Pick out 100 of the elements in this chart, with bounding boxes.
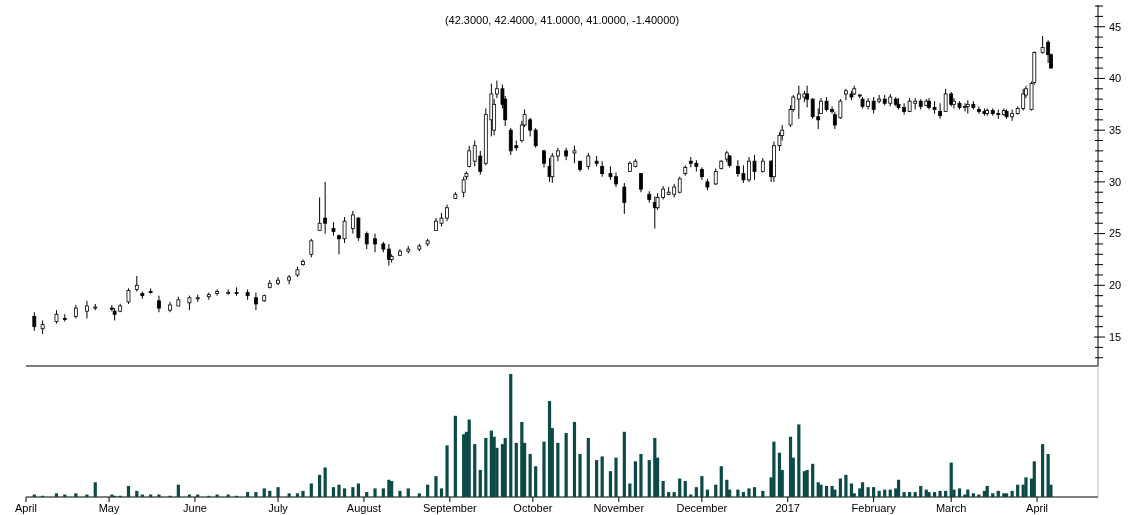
bar bbox=[503, 437, 507, 497]
bar bbox=[777, 452, 782, 497]
bar bbox=[797, 424, 801, 497]
bar bbox=[725, 479, 729, 497]
bar bbox=[254, 492, 258, 497]
bar bbox=[896, 479, 901, 497]
bar bbox=[462, 434, 466, 497]
bar bbox=[514, 442, 518, 497]
bar bbox=[262, 488, 266, 497]
candlestick bbox=[309, 238, 314, 258]
bar bbox=[564, 433, 568, 497]
candlestick bbox=[215, 288, 220, 297]
bar bbox=[919, 485, 923, 497]
bar bbox=[944, 490, 948, 497]
bar bbox=[639, 453, 643, 497]
y-tick-label: 35 bbox=[1109, 124, 1122, 137]
bar bbox=[489, 430, 493, 497]
bar bbox=[578, 453, 582, 497]
bar bbox=[276, 487, 280, 497]
bar bbox=[694, 487, 698, 497]
bar bbox=[287, 493, 291, 497]
bar bbox=[157, 494, 161, 497]
bar bbox=[387, 479, 391, 497]
candlestick bbox=[550, 152, 555, 184]
bar bbox=[547, 401, 552, 497]
bar bbox=[614, 457, 618, 497]
bar bbox=[331, 487, 336, 497]
bar bbox=[126, 485, 131, 497]
bar bbox=[445, 445, 449, 497]
bar bbox=[309, 483, 313, 497]
x-tick-label: 2017 bbox=[775, 502, 800, 514]
bar bbox=[453, 415, 457, 497]
bar bbox=[301, 490, 305, 497]
bar bbox=[860, 482, 865, 497]
x-tick-label: June bbox=[183, 502, 207, 514]
bar bbox=[683, 481, 687, 497]
bar bbox=[342, 488, 347, 497]
bar bbox=[849, 483, 854, 497]
bar bbox=[741, 492, 746, 497]
bar bbox=[417, 493, 421, 497]
bar bbox=[406, 488, 410, 497]
bar bbox=[318, 474, 322, 497]
bar bbox=[595, 460, 599, 497]
bar bbox=[246, 492, 250, 497]
bar bbox=[356, 483, 360, 497]
x-tick-label: November bbox=[593, 502, 645, 514]
y-tick-label: 20 bbox=[1109, 279, 1122, 292]
bar bbox=[586, 437, 590, 497]
bar bbox=[700, 476, 704, 497]
bar bbox=[556, 442, 560, 497]
x-tick-label: September bbox=[422, 502, 478, 514]
bar bbox=[434, 476, 438, 497]
x-tick-label: February bbox=[851, 502, 897, 514]
bar bbox=[1004, 493, 1009, 497]
bar bbox=[351, 487, 355, 497]
bar bbox=[824, 485, 829, 497]
bar bbox=[996, 490, 1000, 497]
bar bbox=[484, 437, 488, 497]
candlestick bbox=[976, 105, 981, 115]
bar bbox=[761, 490, 765, 497]
candlestick bbox=[301, 258, 305, 267]
bar bbox=[528, 453, 532, 497]
bar bbox=[1032, 461, 1036, 497]
bar bbox=[398, 490, 402, 497]
bar bbox=[1016, 484, 1020, 497]
bar bbox=[1010, 490, 1014, 497]
bar bbox=[85, 494, 89, 497]
bar bbox=[337, 484, 341, 497]
text: (42.3000, 42.4000, 41.0000, 41.0000, -1.40000) bbox=[444, 14, 680, 26]
x-tick-label: May bbox=[98, 502, 120, 514]
y-tick-label: 15 bbox=[1109, 330, 1122, 343]
bar bbox=[747, 488, 751, 497]
bar bbox=[678, 478, 682, 497]
bar bbox=[1041, 444, 1045, 497]
bar bbox=[520, 421, 524, 497]
bar bbox=[135, 490, 139, 497]
bar bbox=[426, 484, 430, 497]
y-tick-label: 30 bbox=[1109, 175, 1122, 188]
bar bbox=[982, 490, 987, 497]
bar bbox=[534, 466, 538, 497]
bar bbox=[838, 478, 842, 497]
candlestick bbox=[622, 182, 627, 215]
bar bbox=[295, 493, 300, 497]
bar bbox=[830, 485, 834, 497]
bar bbox=[932, 492, 937, 497]
bar bbox=[54, 493, 59, 497]
candlestick bbox=[639, 173, 643, 193]
bar bbox=[572, 421, 577, 497]
bar bbox=[913, 492, 917, 497]
candlestick bbox=[32, 311, 37, 332]
x-tick-label: August bbox=[346, 502, 382, 514]
candlestick bbox=[533, 127, 538, 149]
candlestick bbox=[461, 176, 466, 198]
bar bbox=[628, 483, 632, 497]
bar bbox=[1024, 477, 1028, 497]
bar bbox=[811, 463, 815, 497]
bar bbox=[991, 493, 995, 497]
bar bbox=[633, 461, 638, 497]
y-tick-label: 25 bbox=[1109, 227, 1122, 240]
bar bbox=[719, 466, 723, 497]
